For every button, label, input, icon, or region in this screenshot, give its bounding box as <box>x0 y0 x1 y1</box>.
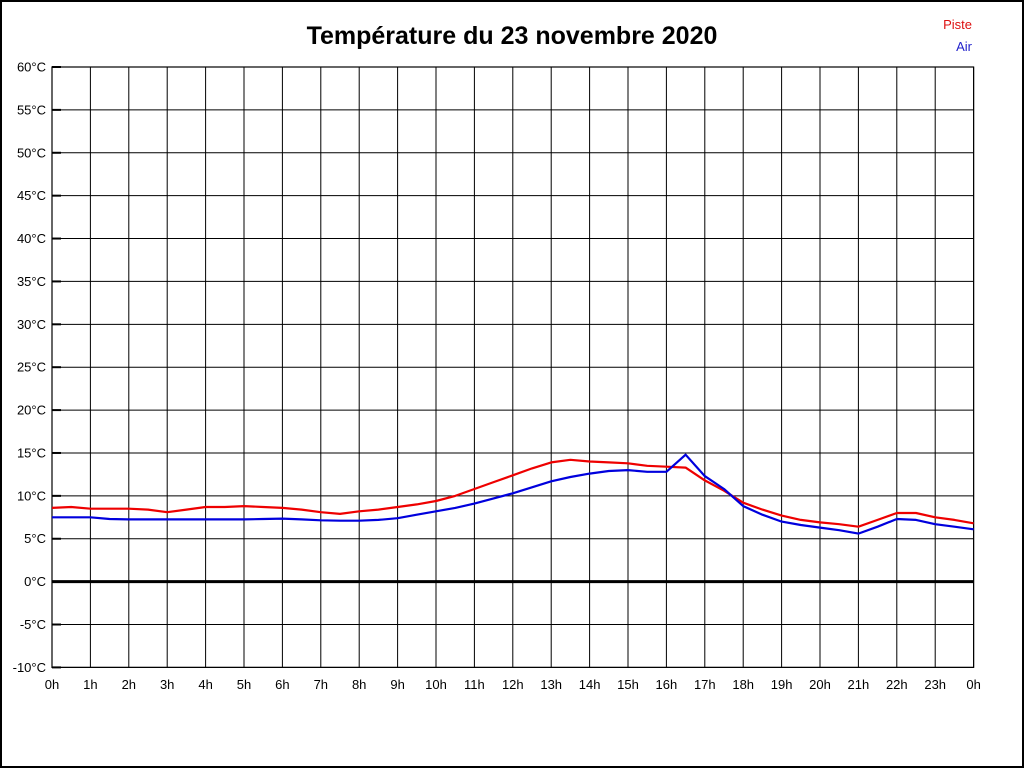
chart-title: Température du 23 novembre 2020 <box>306 22 718 50</box>
series-line-piste <box>51 458 974 528</box>
x-axis-label: 17h <box>694 677 716 692</box>
legend-item-piste: Piste <box>943 17 972 32</box>
y-axis-label: 5°C <box>24 531 46 546</box>
series-line-air <box>52 453 974 535</box>
y-axis-label: 30°C <box>17 317 46 332</box>
x-axis-label: 8h <box>352 677 366 692</box>
x-axis-label: 1h <box>83 677 97 692</box>
y-axis-label: 20°C <box>17 403 46 418</box>
x-axis-label: 15h <box>617 677 639 692</box>
y-axis-label: -10°C <box>13 660 46 675</box>
legend-item-air: Air <box>956 39 972 54</box>
y-axis-label: 60°C <box>17 60 46 75</box>
x-axis-label: 14h <box>579 677 601 692</box>
y-axis-label: 50°C <box>17 145 46 160</box>
x-axis-label: 10h <box>425 677 447 692</box>
y-axis-label: 40°C <box>17 231 46 246</box>
chart-legend: Piste Air <box>943 14 972 58</box>
x-axis-label: 6h <box>275 677 289 692</box>
x-axis-label: 20h <box>809 677 831 692</box>
x-axis-label: 0h <box>45 677 59 692</box>
x-axis-label: 18h <box>732 677 754 692</box>
x-axis-label: 19h <box>771 677 793 692</box>
x-axis-label: 3h <box>160 677 174 692</box>
y-axis-label: 45°C <box>17 188 46 203</box>
y-axis-label: 0°C <box>24 574 46 589</box>
x-axis-label: 4h <box>198 677 212 692</box>
x-axis-label: 16h <box>656 677 678 692</box>
x-axis-label: 13h <box>540 677 562 692</box>
x-axis-label: 12h <box>502 677 524 692</box>
x-axis-label: 2h <box>122 677 136 692</box>
x-axis-label: 11h <box>464 677 485 692</box>
x-axis-label: 7h <box>314 677 328 692</box>
y-axis-label: 35°C <box>17 274 46 289</box>
x-axis-label: 0h <box>966 677 980 692</box>
y-axis-label: 55°C <box>17 102 46 117</box>
x-axis-label: 9h <box>390 677 404 692</box>
y-axis-label: 25°C <box>17 360 46 375</box>
x-axis-label: 5h <box>237 677 251 692</box>
y-axis-label: 10°C <box>17 488 46 503</box>
y-axis-label: -5°C <box>20 617 46 632</box>
x-axis-label: 21h <box>848 677 870 692</box>
x-axis-label: 23h <box>924 677 946 692</box>
y-axis-label: 15°C <box>17 445 46 460</box>
x-axis-label: 22h <box>886 677 908 692</box>
